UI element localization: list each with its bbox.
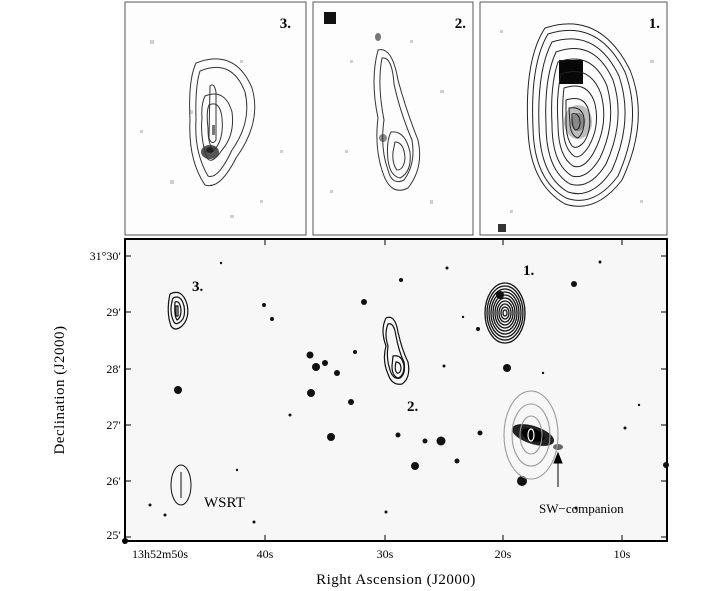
inset-1-contours [526, 23, 639, 207]
inset-3-contours [189, 58, 256, 187]
beam-label: WSRT [204, 495, 245, 511]
field-stars [148, 260, 669, 524]
sw-galaxy [503, 390, 563, 480]
inset-1-noise [500, 30, 654, 213]
sw-companion-label: SW−companion [539, 501, 624, 516]
source-1-star [496, 291, 504, 299]
beam-ellipse [170, 464, 192, 506]
x-tick-label: 10s [614, 547, 631, 561]
y-tick-label: 27′ [106, 418, 121, 432]
main-tick-marks [125, 239, 667, 541]
source-1-contours [484, 282, 526, 344]
x-tick-label: 30s [377, 547, 394, 561]
y-axis-label: Declination (J2000) [52, 325, 68, 454]
x-tick-label: 13h52m50s [132, 547, 188, 561]
x-axis-label: Right Ascension (J2000) [316, 572, 476, 588]
main-source-2-label: 2. [407, 399, 419, 415]
x-tick-labels: 13h52m50s 40s 30s 20s 10s [132, 547, 631, 561]
y-tick-label: 25′ [106, 528, 121, 542]
origin-marker [122, 538, 128, 544]
x-tick-label: 20s [495, 547, 512, 561]
inset-2-contours [373, 49, 421, 191]
inset-3-source [201, 125, 219, 159]
main-source-1-label: 1. [523, 263, 535, 279]
inset-2-noise [330, 40, 444, 204]
inset-panel-3: 3. [124, 1, 307, 236]
y-tick-label: 29′ [106, 305, 121, 319]
source-2-contours [382, 316, 410, 385]
inset-panel-2: 2. [312, 1, 474, 236]
inset-3-noise [140, 40, 283, 218]
y-tick-label: 26′ [106, 474, 121, 488]
inset-1-label: 1. [649, 16, 661, 32]
main-source-3-label: 3. [192, 279, 204, 295]
inset-2-label: 2. [455, 16, 467, 32]
source-3-contours [167, 291, 189, 330]
sw-companion-arrow [553, 451, 563, 487]
inset-3-label: 3. [280, 16, 292, 32]
main-panel: 1. 2. 3. WSRT SW−companion [124, 238, 669, 542]
y-tick-label: 28′ [106, 362, 121, 376]
y-tick-label: 31°30′ [90, 249, 122, 263]
y-tick-labels: 31°30′ 29′ 28′ 27′ 26′ 25′ [90, 249, 122, 542]
x-tick-label: 40s [257, 547, 274, 561]
inset-panel-1: 1. [479, 1, 668, 236]
